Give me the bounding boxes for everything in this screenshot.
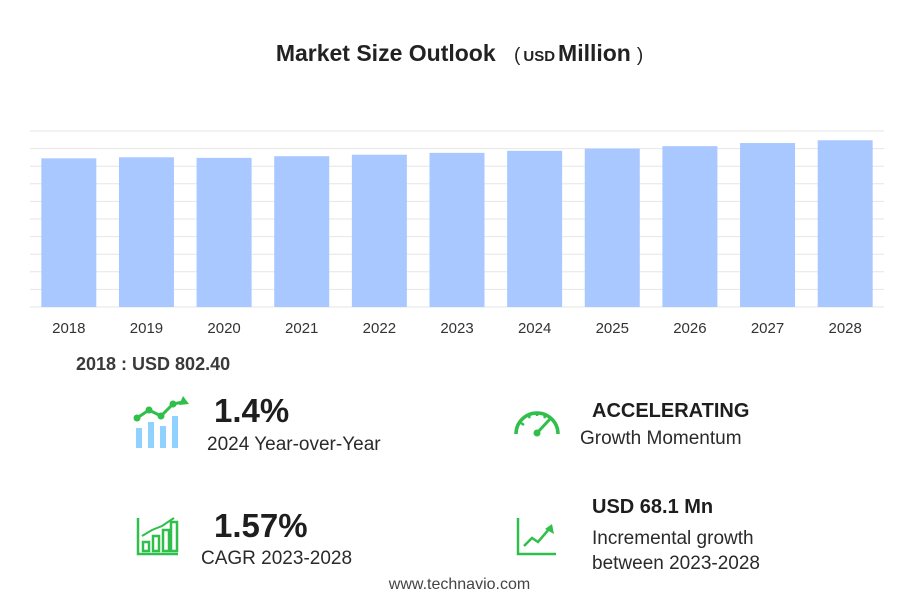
x-tick-label: 2022 [363, 320, 396, 337]
bar-2019 [118, 157, 174, 307]
trend-bars-icon [133, 396, 189, 448]
bar-2026 [662, 146, 718, 307]
chart-title-paren-open: ( [514, 45, 521, 66]
cagr-value: 1.57% [214, 507, 308, 544]
incremental-label-line1: Incremental growth [592, 528, 754, 549]
footer-source: www.technavio.com [388, 576, 531, 593]
bar-2020 [196, 157, 252, 307]
x-tick-label: 2018 [52, 320, 85, 337]
chart-title-main: Market Size Outlook [275, 40, 496, 66]
incremental-value: USD 68.1 Mn [592, 496, 714, 518]
incremental-label-line2: between 2023-2028 [592, 553, 760, 574]
x-tick-label: 2023 [440, 320, 473, 337]
x-tick-label: 2021 [285, 320, 318, 337]
x-tick-label: 2019 [130, 320, 163, 337]
bar-2024 [507, 150, 563, 307]
chart-title-unit-small: USD [523, 48, 556, 65]
bar-2021 [274, 156, 330, 307]
first-year-value: 2018 : USD 802.40 [76, 354, 231, 374]
x-tick-label: 2025 [596, 320, 629, 337]
momentum-label: Growth Momentum [580, 428, 742, 449]
x-tick-label: 2024 [518, 320, 551, 337]
bar-2027 [740, 143, 796, 307]
momentum-value: ACCELERATING [592, 400, 750, 422]
bar-2018 [41, 158, 97, 307]
x-tick-label: 2027 [751, 320, 784, 337]
x-tick-label: 2026 [673, 320, 706, 337]
bar-2022 [351, 154, 407, 307]
chart-title: Market Size Outlook (USD Million) [0, 40, 919, 67]
growth-chart-icon [136, 517, 179, 556]
chart-title-paren-close: ) [636, 45, 644, 66]
cagr-label: CAGR 2023-2028 [201, 548, 353, 569]
bar-2028 [817, 140, 873, 307]
speedometer-icon [514, 411, 560, 437]
bar-chart: 2018 2019 2020 2021 2022 2023 2024 2025 2026 2027… [30, 130, 884, 337]
bar-2025 [584, 148, 640, 307]
yoy-label: 2024 Year-over-Year [207, 434, 381, 455]
chart-title-unit-big: Million [558, 40, 631, 66]
line-chart-icon [516, 518, 556, 556]
x-tick-label: 2028 [828, 320, 861, 337]
yoy-value: 1.4% [214, 392, 290, 429]
x-tick-label: 2020 [207, 320, 240, 337]
bar-2023 [429, 152, 485, 307]
